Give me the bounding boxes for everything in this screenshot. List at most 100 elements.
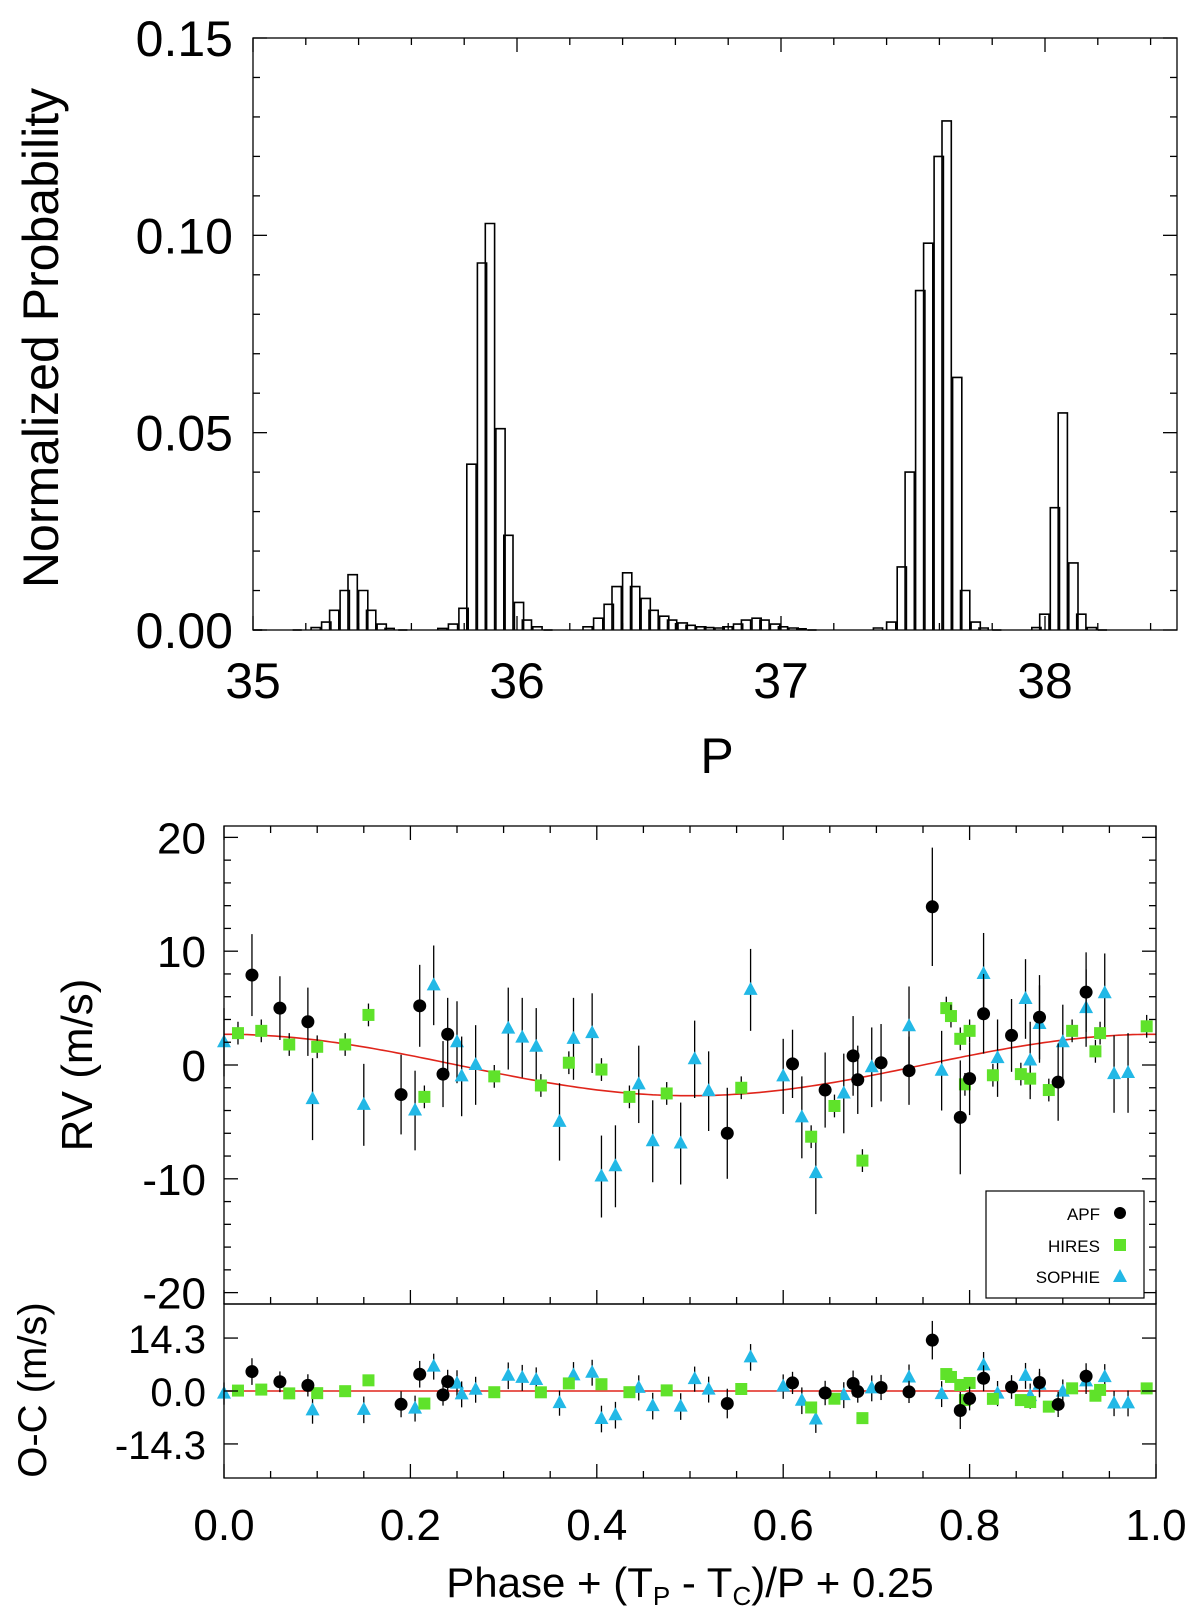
rv-point-sophie (468, 1057, 483, 1070)
residual-point-apf (1033, 1376, 1046, 1390)
histogram-bin (347, 573, 359, 630)
residual-point-sophie (305, 1402, 320, 1416)
residual-point-hires (562, 1377, 575, 1390)
rv-point-hires (623, 1090, 636, 1103)
residual-point-sophie (408, 1400, 423, 1414)
histogram-bin (365, 609, 377, 630)
rv-point-sophie (673, 1135, 688, 1149)
histogram-frame (252, 37, 1178, 631)
rv-point-apf (301, 1015, 315, 1029)
rv-point-apf (1079, 985, 1093, 999)
histogram-bin (1086, 626, 1098, 630)
legend-marker-apf (1114, 1207, 1126, 1219)
residual-point-hires (660, 1384, 673, 1397)
residual-point-hires (1140, 1382, 1153, 1395)
histogram-bin (922, 242, 934, 630)
rv-point-hires (805, 1130, 818, 1143)
rv-point-sophie (701, 1083, 716, 1097)
histogram-bin (339, 589, 351, 630)
residual-point-hires (1094, 1383, 1107, 1396)
legend-marker-sophie (1113, 1269, 1127, 1282)
histogram-x-axis-title: P (700, 728, 733, 784)
phase-x-tick-labels: 0.0 0.2 0.4 0.6 0.8 1.0 (193, 1501, 1186, 1550)
rv-point-apf (902, 1064, 916, 1078)
residual-point-sophie (934, 1386, 949, 1400)
rv-point-hires (954, 1032, 967, 1045)
histogram-bin (384, 627, 395, 630)
rv-point-sophie (1055, 1034, 1070, 1048)
rv-point-sophie (794, 1109, 809, 1123)
rv-y-axis-title: RV (m/s) (53, 979, 102, 1152)
phase-x-tick-label: 0.8 (939, 1501, 1000, 1550)
rv-point-hires (418, 1090, 431, 1103)
residual-point-sophie (776, 1378, 791, 1392)
rv-point-sophie (356, 1096, 371, 1110)
histogram-bin (703, 626, 715, 630)
residual-point-sophie (1097, 1369, 1112, 1383)
residuals-y-tick-label: 0.0 (150, 1371, 206, 1415)
histogram-bin (1038, 613, 1050, 630)
histogram-bin (933, 155, 945, 630)
rv-point-apf (245, 968, 259, 982)
residuals-panel: 14.3 0.0 -14.3 0.0 0.2 0.4 0.6 0.8 1.0 O-C (m/s… (11, 1302, 1187, 1611)
histogram-bin (495, 427, 506, 630)
rv-point-hires (562, 1056, 575, 1069)
residual-point-sophie (450, 1375, 464, 1389)
rv-point-hires (1140, 1020, 1153, 1033)
rv-point-apf (953, 1110, 967, 1124)
histogram-bin (503, 534, 514, 630)
histogram-bin (751, 617, 762, 630)
rv-point-sophie (631, 1076, 646, 1090)
rv-model-curve (224, 1033, 1156, 1097)
residual-point-apf (925, 1333, 939, 1347)
rv-point-sophie (864, 1059, 879, 1073)
histogram-bin (732, 623, 744, 630)
rv-point-hires (1014, 1068, 1027, 1081)
phase-x-tick-label: 0.0 (193, 1501, 254, 1550)
residual-point-apf (720, 1397, 734, 1411)
histogram-y-tick-label: 0.00 (136, 603, 233, 659)
histogram-bin (658, 615, 670, 630)
rv-point-sophie (743, 981, 758, 995)
histogram-x-tick-label: 37 (753, 653, 809, 709)
rv-y-tick-label: 10 (157, 928, 206, 977)
residuals-y-tick-label: 14.3 (128, 1318, 206, 1362)
histogram-bin (677, 622, 689, 630)
rv-point-apf (1033, 1010, 1046, 1024)
histogram-bin (685, 624, 696, 630)
rv-point-sophie (976, 965, 991, 979)
rv-y-tick-label: -10 (142, 1156, 206, 1205)
residual-point-sophie (743, 1349, 758, 1363)
rv-point-sophie (1023, 1052, 1038, 1066)
residual-point-sophie (454, 1386, 469, 1400)
residual-point-hires (1024, 1396, 1037, 1409)
rv-point-apf (846, 1049, 860, 1063)
rv-point-hires (963, 1024, 976, 1037)
residual-point-sophie (1121, 1395, 1136, 1409)
rv-point-sophie (808, 1165, 823, 1179)
residual-point-sophie (585, 1364, 600, 1378)
histogram-bin (648, 609, 659, 630)
histogram-bin (695, 626, 707, 630)
residual-point-hires (362, 1374, 375, 1387)
xlabel-sub-2: C (732, 1581, 751, 1611)
rv-point-sophie (776, 1068, 791, 1082)
rv-point-hires (944, 1010, 957, 1023)
legend-marker-hires (1114, 1239, 1126, 1251)
phase-x-axis-title: Phase + (TP - TC)/P + 0.25 (446, 1559, 934, 1611)
residual-point-apf (436, 1388, 450, 1402)
rv-point-hires (362, 1008, 375, 1021)
period-histogram-panel: 0.00 0.05 0.10 0.15 35 36 37 38 Normalized Pro… (13, 11, 1178, 784)
residual-point-apf (963, 1392, 977, 1406)
residual-point-sophie (1018, 1367, 1033, 1381)
histogram-x-tick-label: 38 (1017, 653, 1073, 709)
residual-point-sophie (552, 1395, 567, 1409)
rv-model-line (224, 1033, 1156, 1097)
histogram-y-tick-label: 0.05 (136, 406, 233, 462)
histogram-bin (759, 619, 770, 630)
residual-point-hires (944, 1370, 957, 1383)
rv-point-sophie (501, 1020, 516, 1034)
residual-point-apf (441, 1375, 455, 1389)
residual-point-hires (805, 1401, 818, 1414)
